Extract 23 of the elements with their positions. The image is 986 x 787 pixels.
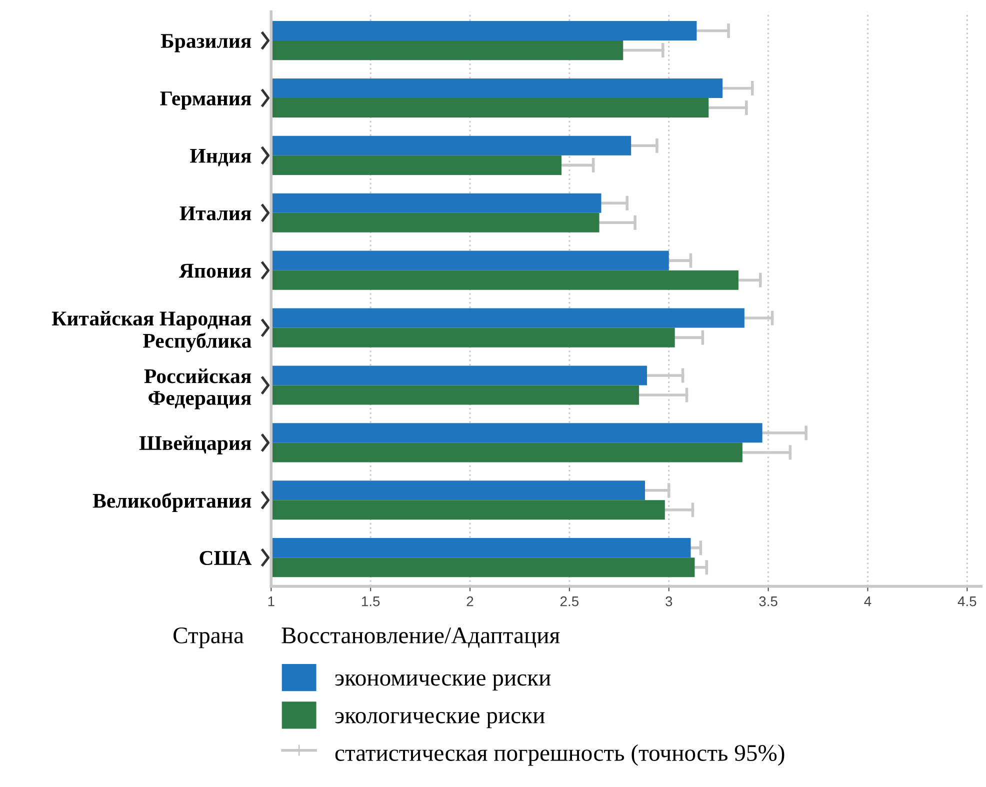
y-tick-label: Индия — [190, 149, 252, 166]
legend-label: экономические риски — [335, 674, 551, 691]
x-tick-label: 3.5 — [759, 596, 778, 606]
y-tick-label: Япония — [178, 264, 252, 278]
legend-label: экологические риски — [335, 712, 545, 728]
y-axis-title: Страна — [174, 628, 244, 648]
y-tick-label: Российская Федерация — [144, 368, 252, 410]
y-tick-label: США — [200, 551, 252, 566]
x-tick-label: 2.5 — [560, 596, 579, 606]
y-tick-label: Бразилия — [160, 34, 252, 52]
x-tick-label: 4 — [864, 596, 872, 606]
y-tick-label: Китайская Народная Республика — [52, 310, 252, 352]
y-tick-label: Италия — [180, 206, 252, 220]
x-tick-label: 3 — [666, 596, 672, 606]
x-tick-label: 2 — [466, 596, 474, 606]
y-tick-label: Швейцария — [139, 436, 252, 454]
x-tick-label: 1 — [268, 596, 274, 606]
x-tick-label: 1.5 — [362, 596, 380, 606]
x-tick-label: 4.5 — [958, 596, 976, 606]
y-tick-label: Германия — [160, 92, 252, 110]
text: статистическая погрешность (точность 95%) — [335, 744, 784, 766]
y-tick-label: Великобритания — [92, 492, 252, 512]
x-axis-title: Восстановление/Адаптация — [282, 628, 560, 648]
